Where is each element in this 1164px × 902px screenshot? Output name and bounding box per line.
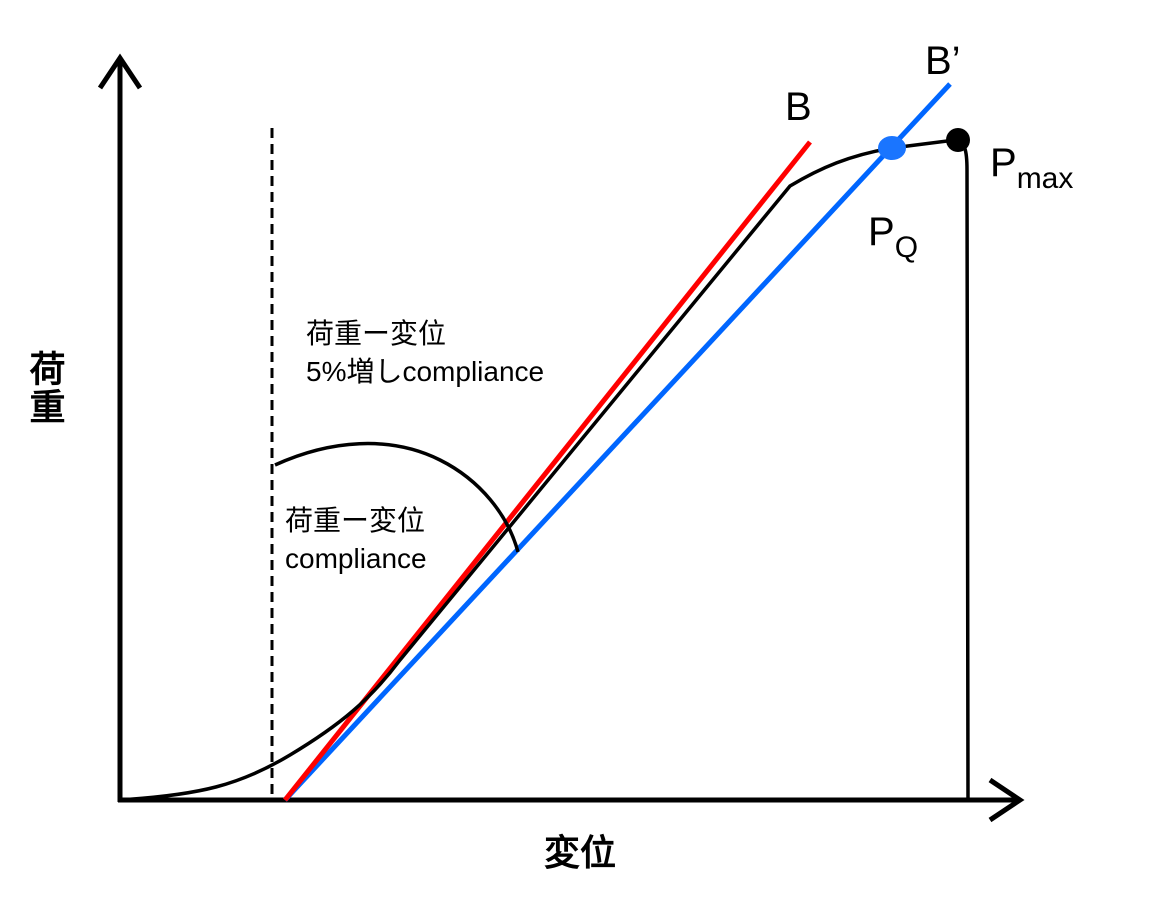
compliance-angle-arc [274,441,520,553]
x-axis-label: 変位 [544,832,616,873]
y-axis-arrowhead [97,53,143,90]
load-displacement-curve [119,138,970,802]
pmax-label: Pmax [990,141,1073,195]
x-axis-arrowhead [988,777,1025,823]
compliance-label-line2: compliance [285,543,427,574]
line-b-prime-label: B’ [925,39,961,83]
line-b-prime [283,82,952,802]
pmax-point [946,128,970,152]
y-axis-label: 荷重 [25,350,66,426]
pmax-label-sub: max [1017,162,1074,195]
offset-compliance-label-line1: 荷重ー変位 [306,318,446,349]
offset-compliance-label-line2: 5%増しcompliance [306,356,544,387]
pq-label-main: P [868,210,895,254]
line-b-label: B [785,85,812,129]
compliance-label-line1: 荷重ー変位 [285,505,425,536]
pq-point [878,136,906,160]
pq-label: PQ [868,210,918,264]
pmax-label-main: P [990,141,1017,185]
pq-label-sub: Q [895,231,918,264]
